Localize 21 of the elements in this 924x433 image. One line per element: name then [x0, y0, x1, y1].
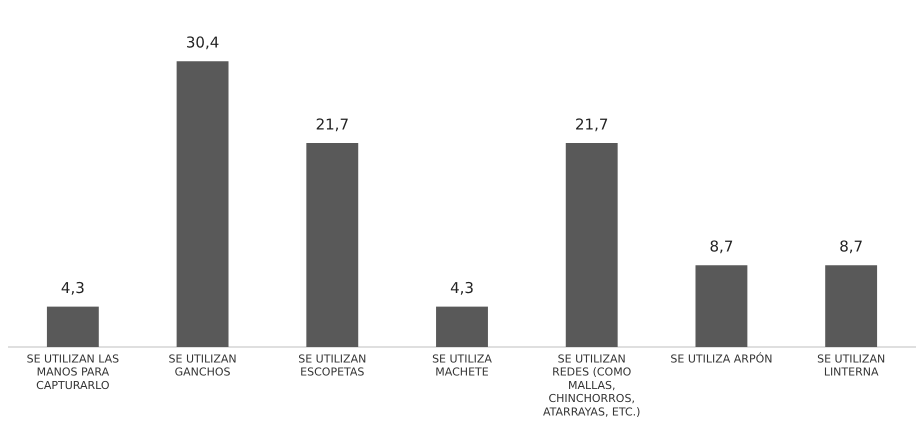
x-tick-label: SE UTILIZA MACHETE: [432, 352, 492, 379]
data-label: 8,7: [710, 238, 734, 256]
bar: [306, 143, 358, 347]
x-tick-label: SE UTILIZAN GANCHOS: [168, 352, 237, 379]
data-label: 21,7: [316, 115, 349, 134]
x-tick-label: SE UTILIZAN LAS MANOS PARA CAPTURARLO: [26, 352, 120, 392]
data-label: 21,7: [575, 115, 608, 134]
data-label: 4,3: [450, 278, 474, 297]
x-tick-label: SE UTILIZAN REDES (COMO MALLAS, CHINCHORROS, ATARRAYAS, ETC.): [542, 352, 640, 418]
bar: [46, 306, 99, 347]
data-label: 8,7: [839, 238, 864, 256]
bar: [695, 265, 748, 347]
x-tick-label: SE UTILIZAN LINTERNA: [817, 352, 886, 379]
data-label: 4,3: [60, 278, 85, 297]
bar: [566, 143, 618, 347]
bar: [825, 265, 878, 347]
x-tick-label: SE UTILIZA ARPÓN: [670, 351, 772, 366]
data-label: 30,4: [186, 34, 220, 52]
bar: [436, 306, 488, 347]
x-tick-label: SE UTILIZAN ESCOPETAS: [298, 352, 366, 379]
bar: [176, 61, 229, 347]
